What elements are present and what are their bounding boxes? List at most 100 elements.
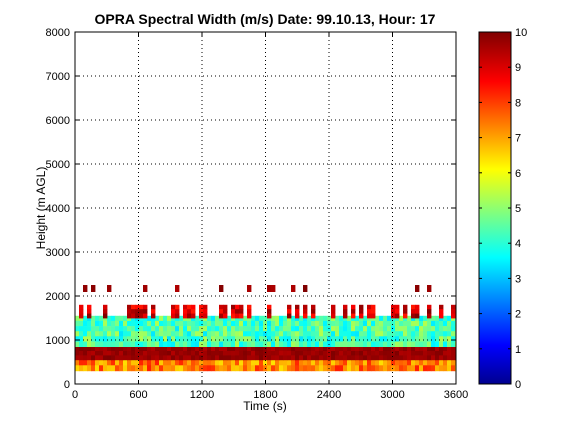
heatmap-cell (99, 331, 104, 337)
heatmap-cell (451, 341, 456, 347)
heatmap-cell (131, 331, 136, 337)
heatmap-cell (267, 313, 272, 319)
heatmap-cell (331, 331, 336, 337)
heatmap-cell (303, 304, 308, 310)
heatmap-cell (347, 341, 352, 347)
heatmap-cell (359, 336, 364, 342)
heatmap-cell (183, 351, 188, 356)
heatmap-cell (171, 355, 176, 361)
heatmap-cell (371, 313, 376, 319)
heatmap-cell (383, 315, 388, 322)
heatmap-cell (255, 320, 260, 327)
heatmap-cell (139, 309, 144, 314)
heatmap-cell (343, 320, 348, 327)
y-tick-label: 3000 (46, 247, 70, 259)
y-tick-label: 4000 (46, 203, 70, 215)
heatmap-cell (335, 336, 340, 342)
colorbar-tick-label: 6 (515, 168, 521, 180)
heatmap-cell (447, 336, 452, 342)
heatmap-cell (271, 336, 276, 342)
heatmap-cell (207, 315, 212, 322)
heatmap-cell (143, 285, 148, 292)
y-tick-label: 8000 (46, 27, 70, 39)
heatmap-cell (199, 304, 204, 310)
heatmap-cell (323, 326, 328, 332)
heatmap-cell (379, 359, 384, 366)
heatmap-cell (359, 320, 364, 327)
heatmap-cell (91, 331, 96, 337)
heatmap-cell (191, 304, 196, 310)
heatmap-cell (239, 313, 244, 319)
x-tick-label: 1800 (253, 389, 277, 401)
heatmap-cell (295, 320, 300, 327)
heatmap-cell (287, 351, 292, 356)
heatmap-cell (335, 315, 340, 322)
heatmap-cell (227, 351, 232, 356)
heatmap-cell (211, 365, 216, 372)
heatmap-cell (391, 365, 396, 372)
heatmap-cell (275, 355, 280, 361)
heatmap-cell (259, 320, 264, 327)
heatmap-cell (167, 315, 172, 322)
y-tick-label: 1000 (46, 335, 70, 347)
heatmap-cell (423, 365, 428, 372)
y-tick-label: 7000 (46, 71, 70, 83)
heatmap-cell (191, 336, 196, 342)
heatmap-cell (107, 326, 112, 332)
heatmap-cell (235, 359, 240, 366)
heatmap-cell (291, 320, 296, 327)
heatmap-cell (295, 355, 300, 361)
heatmap-cell (331, 359, 336, 366)
heatmap-cell (283, 326, 288, 332)
heatmap-cell (451, 326, 456, 332)
heatmap-cell (243, 331, 248, 337)
heatmap-cell (139, 331, 144, 337)
heatmap-cell (395, 315, 400, 322)
heatmap-cell (227, 315, 232, 322)
heatmap-cell (299, 365, 304, 372)
heatmap-cell (331, 351, 336, 356)
heatmap-cell (303, 309, 308, 314)
heatmap-cell (75, 351, 80, 356)
heatmap-cell (139, 304, 144, 310)
heatmap-cell (367, 313, 372, 319)
heatmap-cell (175, 304, 180, 310)
heatmap-cell (239, 355, 244, 361)
heatmap-cell (211, 351, 216, 356)
heatmap-cell (423, 355, 428, 361)
heatmap-cell (183, 309, 188, 314)
heatmap-cell (271, 285, 276, 292)
heatmap-cell (179, 331, 184, 337)
heatmap-cell (187, 351, 192, 356)
heatmap-cell (363, 365, 368, 372)
heatmap-cell (403, 341, 408, 347)
heatmap-cell (355, 355, 360, 361)
heatmap-cell (215, 315, 220, 322)
heatmap-cell (107, 351, 112, 356)
heatmap-cell (135, 341, 140, 347)
heatmap-cell (83, 320, 88, 327)
heatmap-cell (203, 346, 208, 352)
heatmap-cell (191, 359, 196, 366)
heatmap-cell (187, 341, 192, 347)
heatmap-cell (415, 285, 420, 292)
heatmap-cell (79, 313, 84, 319)
heatmap-cell (159, 365, 164, 372)
heatmap-cell (451, 309, 456, 314)
heatmap-cell (199, 309, 204, 314)
heatmap-cell (367, 304, 372, 310)
heatmap-cell (423, 351, 428, 356)
y-tick-label: 0 (64, 379, 70, 391)
heatmap-cell (91, 320, 96, 327)
heatmap-cell (351, 326, 356, 332)
heatmap-cell (175, 336, 180, 342)
heatmap-cell (339, 326, 344, 332)
heatmap-cell (415, 336, 420, 342)
heatmap-cell (267, 346, 272, 352)
heatmap-cell (311, 351, 316, 356)
heatmap-cell (391, 309, 396, 314)
heatmap-cell (111, 355, 116, 361)
heatmap-cell (251, 355, 256, 361)
heatmap-cell (155, 365, 160, 372)
heatmap-cell (227, 320, 232, 327)
